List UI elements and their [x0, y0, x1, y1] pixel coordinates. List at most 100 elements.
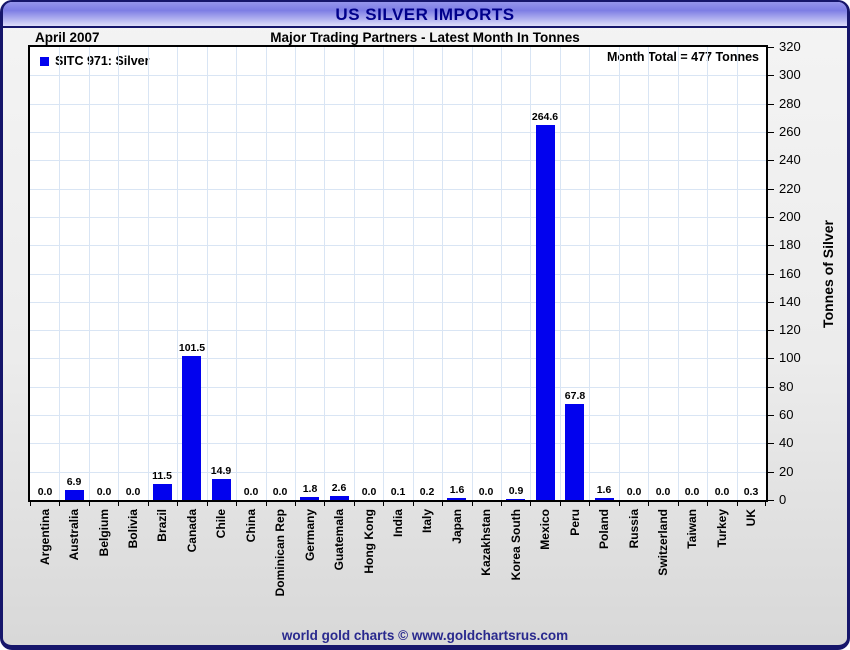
x-tick-label: Poland	[597, 509, 611, 550]
x-axis: Argentina Australia Belgium Bolivia Brazil Ca…	[30, 501, 766, 619]
gridline-v	[177, 47, 178, 500]
x-tick-label: Argentina	[38, 509, 52, 566]
x-tick-mark	[560, 501, 561, 506]
gridline-v	[266, 47, 267, 500]
legend-label: SITC 971: Silver	[55, 54, 150, 68]
x-tick-mark	[530, 501, 531, 506]
y-tick-label: 0	[779, 492, 787, 507]
gridline-v	[354, 47, 355, 500]
gridline-v	[619, 47, 620, 500]
gridline-h	[30, 189, 766, 190]
bar	[153, 484, 172, 500]
subtitle-row: Major Trading Partners - Latest Month In…	[0, 30, 850, 46]
y-tick-label: 80	[779, 379, 794, 394]
bar-value-label: 0.0	[243, 486, 259, 498]
bar	[565, 404, 584, 500]
x-tick-label: Germany	[303, 509, 317, 562]
x-tick-label: Italy	[420, 509, 434, 534]
y-axis-title: Tonnes of Silver	[820, 220, 836, 328]
x-tick-label: Korea South	[509, 509, 523, 581]
gridline-h	[30, 302, 766, 303]
gridline-v	[560, 47, 561, 500]
bar-value-label: 0.0	[125, 486, 141, 498]
gridline-h	[30, 104, 766, 105]
gridline-v	[148, 47, 149, 500]
x-tick-label: Peru	[568, 509, 582, 536]
gridline-v	[737, 47, 738, 500]
x-tick-label: Brazil	[155, 509, 169, 542]
gridline-v	[472, 47, 473, 500]
bar-value-label: 0.9	[508, 485, 524, 497]
bar-value-label: 0.3	[743, 486, 759, 498]
y-tick-label: 140	[779, 294, 801, 309]
bar	[300, 497, 319, 500]
bar-value-label: 101.5	[178, 342, 206, 354]
bar-value-label: 0.0	[655, 486, 671, 498]
bar-value-label: 2.6	[331, 482, 347, 494]
gridline-v	[707, 47, 708, 500]
gridline-v	[648, 47, 649, 500]
bar-value-label: 14.9	[210, 465, 232, 477]
gridline-v	[59, 47, 60, 500]
y-tick-mark	[768, 160, 774, 161]
y-tick-mark	[768, 443, 774, 444]
y-tick-mark	[768, 189, 774, 190]
x-tick-mark	[383, 501, 384, 506]
gridline-v	[589, 47, 590, 500]
bar	[536, 125, 555, 500]
chart-subtitle: Major Trading Partners - Latest Month In…	[270, 30, 580, 45]
y-tick-label: 260	[779, 124, 801, 139]
x-tick-label: Taiwan	[685, 509, 699, 549]
x-tick-label: Kazakhstan	[479, 509, 493, 576]
bar-value-label: 0.2	[419, 486, 435, 498]
x-tick-label: Guatemala	[332, 509, 346, 571]
y-tick-label: 220	[779, 181, 801, 196]
x-tick-mark	[266, 501, 267, 506]
y-tick-label: 300	[779, 67, 801, 82]
bar	[212, 479, 231, 500]
bar-value-label: 0.0	[272, 486, 288, 498]
y-tick-mark	[768, 358, 774, 359]
y-tick-label: 100	[779, 350, 801, 365]
x-tick-label: China	[244, 509, 258, 543]
x-tick-label: UK	[744, 509, 758, 527]
gridline-h	[30, 132, 766, 133]
gridline-h	[30, 245, 766, 246]
x-tick-label: Canada	[185, 509, 199, 553]
plot-area: SITC 971: Silver Month Total = 477 Tonne…	[28, 45, 768, 502]
gridline-v	[236, 47, 237, 500]
x-tick-mark	[501, 501, 502, 506]
page-title: US SILVER IMPORTS	[335, 5, 515, 24]
gridline-h	[30, 387, 766, 388]
y-tick-label: 120	[779, 322, 801, 337]
x-tick-mark	[177, 501, 178, 506]
bar-value-label: 6.9	[66, 476, 82, 488]
bar-value-label: 0.0	[478, 486, 494, 498]
x-tick-label: Belgium	[97, 509, 111, 557]
y-tick-label: 40	[779, 435, 794, 450]
bar	[506, 499, 525, 500]
y-tick-mark	[768, 330, 774, 331]
x-tick-mark	[678, 501, 679, 506]
gridline-v	[118, 47, 119, 500]
x-tick-mark	[472, 501, 473, 506]
gridline-v	[295, 47, 296, 500]
y-tick-label: 240	[779, 152, 801, 167]
x-tick-label: Chile	[214, 509, 228, 539]
bar-value-label: 1.6	[449, 484, 465, 496]
x-tick-label: Switzerland	[656, 509, 670, 576]
y-tick-mark	[768, 47, 774, 48]
x-tick-mark	[118, 501, 119, 506]
gridline-v	[413, 47, 414, 500]
bar	[447, 498, 466, 500]
x-tick-mark	[354, 501, 355, 506]
gridline-v	[678, 47, 679, 500]
x-tick-mark	[707, 501, 708, 506]
bar-value-label: 0.0	[714, 486, 730, 498]
x-tick-label: India	[391, 509, 405, 538]
gridline-h	[30, 472, 766, 473]
gridline-v	[442, 47, 443, 500]
legend-swatch-icon	[40, 56, 49, 66]
bar	[182, 356, 201, 500]
bar-value-label: 0.0	[96, 486, 112, 498]
